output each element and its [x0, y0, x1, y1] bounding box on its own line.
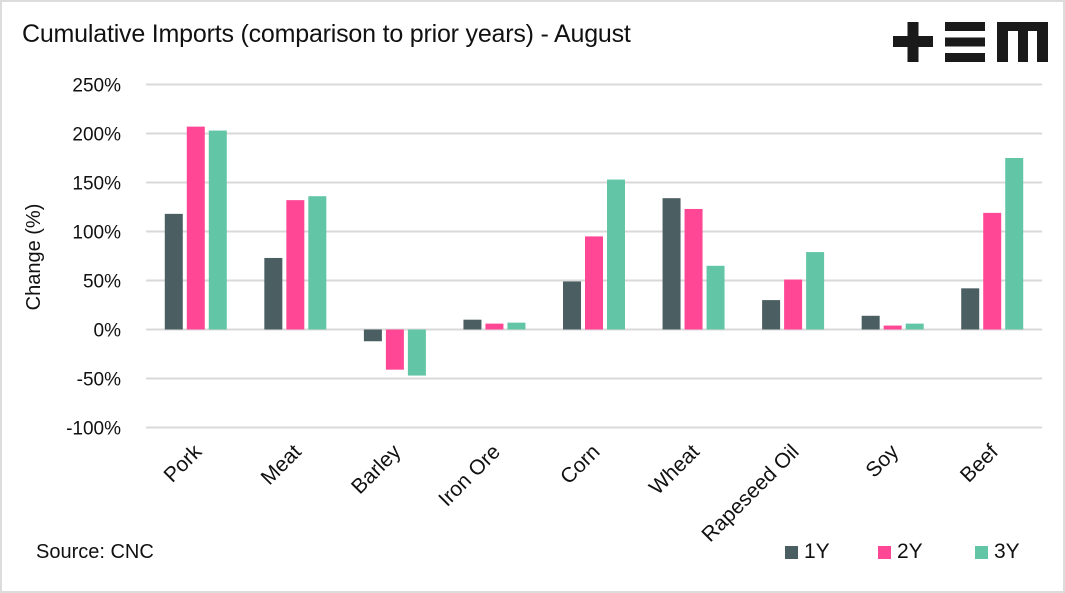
- bar-beef-1y: [961, 288, 980, 330]
- legend-label-3y: 3Y: [994, 540, 1020, 563]
- bar-pork-1y: [164, 213, 183, 330]
- legend-item-2y[interactable]: 2Y: [878, 540, 923, 564]
- bar-pork-3y: [208, 130, 227, 330]
- y-tick-label: 150%: [72, 174, 121, 195]
- y-tick-label: 100%: [72, 223, 121, 244]
- y-tick-label: -50%: [77, 370, 121, 391]
- bars: [164, 126, 1024, 376]
- bar-beef-3y: [1005, 158, 1024, 330]
- x-tick-label: Corn: [556, 440, 604, 488]
- legend-swatch-1y: [785, 545, 798, 559]
- bar-barley-1y: [363, 329, 382, 342]
- bar-beef-2y: [983, 212, 1002, 330]
- bar-barley-3y: [407, 329, 426, 376]
- x-tick-label: Iron Ore: [434, 440, 505, 511]
- bar-rapeseed-oil-2y: [784, 279, 803, 330]
- plus-icon: [893, 22, 933, 62]
- legend-label-1y: 1Y: [804, 540, 830, 563]
- y-tick-label: 50%: [83, 272, 121, 293]
- bar-meat-3y: [308, 196, 327, 330]
- bar-wheat-2y: [684, 208, 703, 330]
- legend-swatch-3y: [975, 545, 988, 559]
- y-axis-ticks: 250% 200% 150% 100% 50% 0% -50% -100%: [66, 76, 121, 440]
- m-icon: [997, 22, 1048, 62]
- chart-title: Cumulative Imports (comparison to prior …: [22, 20, 631, 48]
- legend-swatch-2y: [878, 545, 891, 559]
- source-note: Source: CNC: [36, 541, 154, 563]
- bar-soy-3y: [905, 323, 924, 330]
- equals-icon: [945, 22, 985, 62]
- y-tick-label: 0%: [94, 321, 122, 342]
- x-axis-labels: Pork Meat Barley Iron Ore Corn WheatRapeseed …: [160, 440, 1003, 547]
- bar-iron-ore-3y: [507, 322, 526, 330]
- bar-pork-2y: [186, 126, 205, 330]
- x-tick-label: Rapeseed Oil: [697, 440, 803, 546]
- x-tick-label: Wheat: [645, 440, 704, 499]
- x-tick-label: Beef: [956, 440, 1003, 487]
- legend-item-1y[interactable]: 1Y: [785, 540, 830, 564]
- bar-corn-2y: [585, 236, 603, 330]
- legend-item-3y[interactable]: 3Y: [975, 540, 1020, 564]
- bar-meat-2y: [286, 200, 305, 330]
- y-tick-label: -100%: [66, 419, 121, 440]
- bar-soy-1y: [861, 315, 880, 330]
- x-tick-label: Pork: [160, 440, 207, 487]
- bar-iron-ore-2y: [485, 323, 504, 330]
- bar-rapeseed-oil-1y: [762, 300, 781, 330]
- bar-wheat-3y: [706, 265, 725, 330]
- x-tick-label: Soy: [861, 440, 903, 482]
- legend-label-2y: 2Y: [897, 540, 923, 563]
- bar-corn-1y: [563, 281, 581, 330]
- y-axis-label: Change (%): [23, 204, 45, 311]
- bar-iron-ore-1y: [463, 319, 482, 330]
- bar-barley-2y: [385, 329, 404, 370]
- bar-soy-2y: [883, 325, 902, 330]
- bar-meat-1y: [264, 257, 283, 330]
- bar-wheat-1y: [662, 198, 681, 330]
- y-tick-label: 250%: [72, 76, 121, 97]
- bar-corn-3y: [607, 179, 625, 330]
- tem-logo: [893, 22, 1048, 62]
- bar-rapeseed-oil-3y: [806, 252, 825, 330]
- y-tick-label: 200%: [72, 125, 121, 146]
- x-tick-label: Barley: [347, 440, 406, 499]
- x-tick-label: Meat: [257, 440, 306, 489]
